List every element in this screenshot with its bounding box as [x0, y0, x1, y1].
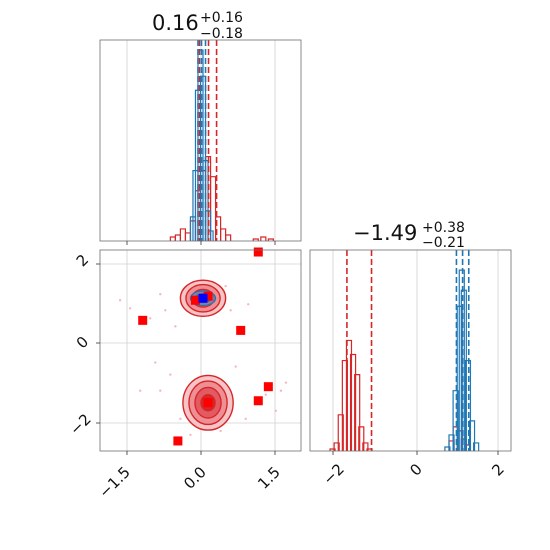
title-top-left-value: 0.16 [152, 11, 199, 35]
y-tick-label-bl-1: 2 [73, 251, 92, 270]
red-square-marker-0 [138, 315, 148, 325]
faint-point-21 [247, 303, 250, 306]
axis-frame-bottom-right [309, 249, 512, 452]
red-square-marker-8 [203, 398, 213, 408]
axis-frame-bottom-left [99, 249, 302, 452]
blue-hist-bin-1 [448, 434, 455, 451]
blue-hist-bin-2 [452, 390, 459, 451]
red-hist-bin-1 [174, 234, 181, 241]
faint-point-9 [179, 417, 182, 421]
red-hist-bin-10 [220, 228, 227, 241]
red-hist-bin-14 [267, 238, 274, 241]
red-hist-bin-13 [260, 236, 267, 241]
red-hist-bin-2 [337, 414, 344, 451]
panel-bottom-right-histogram: −2 0 2 −1.49 +0.38 −0.21 [309, 220, 512, 488]
red-square-marker-3 [236, 325, 246, 335]
red-hist-bin-8 [209, 176, 217, 241]
x-tick-label-bl-2: 0.0 [180, 463, 210, 493]
x-tick-label-br-2: 0 [406, 460, 425, 479]
panel-top-left-histogram: 0.16 +0.16 −0.18 [99, 10, 302, 245]
scatter-bottom-left-marks [118, 247, 288, 446]
faint-point-14 [264, 393, 268, 396]
title-bottom-right-upper: +0.38 [422, 220, 465, 236]
red-hist-bin-6 [354, 374, 361, 451]
red-hist-bin-7 [358, 426, 365, 451]
blue-hist-bin-6 [464, 359, 472, 451]
y-tick-label-bl-2: 0 [73, 333, 92, 352]
red-hist-bin-2 [179, 228, 187, 241]
red-hist-bin-0 [329, 448, 336, 451]
faint-point-4 [164, 309, 167, 312]
histogram-bottom-right-marks [329, 250, 480, 451]
blue-square-marker-0 [198, 293, 208, 303]
faint-point-5 [174, 325, 177, 328]
y-tick-label-bl-3: −2 [66, 410, 94, 438]
red-hist-bin-3 [184, 232, 192, 241]
x-tick-label-br-1: −2 [319, 460, 347, 488]
blue-hist-bin-5 [460, 289, 467, 451]
blue-hist-bin-3 [197, 49, 204, 241]
red-square-marker-2 [203, 291, 213, 301]
red-hist-bin-0 [169, 236, 176, 241]
red-square-marker-4 [253, 247, 263, 257]
faint-point-2 [149, 317, 152, 320]
red-hist-bin-1 [333, 442, 340, 451]
red-hist-bin-8 [362, 442, 369, 451]
title-top-left-lower: −0.18 [200, 26, 243, 42]
red-hist-bin-11 [225, 234, 232, 241]
red-square-marker-5 [253, 396, 263, 406]
faint-point-15 [279, 389, 283, 392]
title-bottom-right-lower: −0.21 [422, 235, 465, 251]
title-bottom-right-value: −1.49 [353, 221, 417, 245]
red-hist-bin-5 [349, 353, 357, 451]
x-tick-label-bl-1: −1.5 [95, 463, 133, 501]
x-tick-label-br-3: 2 [488, 460, 507, 479]
faint-point-13 [244, 417, 247, 421]
faint-point-12 [234, 365, 237, 368]
faint-point-11 [229, 309, 232, 312]
blue-hist-bin-8 [473, 442, 480, 451]
faint-point-20 [189, 433, 192, 437]
faint-point-3 [159, 293, 162, 296]
blue-hist-bin-7 [207, 230, 214, 241]
blue-hist-bin-4 [458, 269, 465, 451]
faint-point-18 [154, 361, 157, 364]
title-top-left-upper: +0.16 [200, 10, 243, 26]
panel-bottom-left-scatter: −1.5 0.0 1.5 2 0 −2 [66, 247, 302, 502]
faint-point-7 [169, 373, 172, 376]
faint-point-22 [139, 389, 142, 392]
faint-point-8 [159, 389, 162, 392]
faint-point-1 [128, 307, 132, 310]
x-tick-label-bl-3: 1.5 [254, 463, 284, 493]
faint-point-17 [274, 409, 278, 412]
red-square-marker-6 [263, 382, 273, 392]
faint-point-16 [284, 381, 288, 384]
blue-hist-bin-0 [444, 446, 451, 451]
faint-point-10 [224, 284, 227, 288]
red-hist-bin-12 [252, 238, 259, 241]
red-square-marker-1 [190, 295, 200, 305]
red-square-marker-7 [173, 436, 183, 446]
axis-frame-top-left [99, 39, 302, 242]
faint-point-19 [219, 429, 222, 433]
faint-point-0 [118, 299, 122, 302]
histogram-top-left-marks [169, 40, 274, 241]
